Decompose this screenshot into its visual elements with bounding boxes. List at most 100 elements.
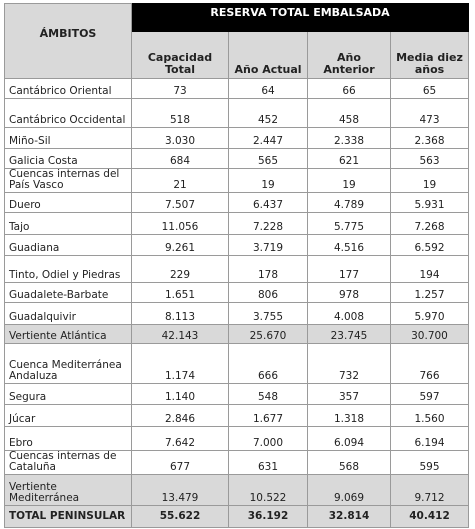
table-row: Cuencas internas de Cataluña 677 631 568 595 [4, 450, 469, 475]
value-cell: 178 [228, 255, 308, 283]
value-cell: 597 [390, 383, 469, 405]
value-cell: 2.846 [131, 404, 229, 427]
ambito-name: Tinto, Odiel y Piedras [4, 255, 132, 283]
table-row: Tajo 11.056 7.228 5.775 7.268 [4, 212, 469, 235]
value-cell: 677 [131, 450, 229, 475]
ambito-name: Vertiente Mediterránea [4, 474, 132, 506]
value-cell: 3.030 [131, 127, 229, 149]
value-cell: 177 [307, 255, 391, 283]
reserve-table: ÁMBITOS RESERVA TOTAL EMBALSADA Capacida… [4, 3, 469, 528]
value-cell: 8.113 [131, 302, 229, 325]
table-row: Cuenca Mediterránea Andaluza 1.174 666 732 7… [4, 343, 469, 384]
value-cell: 621 [307, 148, 391, 169]
ambito-name: Cuencas internas de Cataluña [4, 450, 132, 475]
ambitos-header: ÁMBITOS [4, 3, 132, 79]
value-cell: 1.174 [131, 343, 229, 384]
value-cell: 229 [131, 255, 229, 283]
ambito-name: Tajo [4, 212, 132, 235]
value-cell: 4.008 [307, 302, 391, 325]
value-cell: 55.622 [131, 505, 229, 528]
value-cell: 4.789 [307, 192, 391, 213]
value-cell: 23.745 [307, 324, 391, 344]
ambito-name: Segura [4, 383, 132, 405]
column-header: Media diez años [390, 31, 469, 79]
value-cell: 766 [390, 343, 469, 384]
table-row: Vertiente Mediterránea 13.479 10.522 9.069 9… [4, 474, 469, 506]
value-cell: 1.651 [131, 282, 229, 303]
value-cell: 32.814 [307, 505, 391, 528]
value-cell: 978 [307, 282, 391, 303]
ambito-name: TOTAL PENINSULAR [4, 505, 132, 528]
ambito-name: Cantábrico Occidental [4, 98, 132, 128]
value-cell: 9.261 [131, 234, 229, 256]
table-row: Guadalquivir 8.113 3.755 4.008 5.970 [4, 302, 469, 325]
ambito-name: Ebro [4, 426, 132, 451]
value-cell: 19 [307, 168, 391, 193]
table-row: Cuencas internas del País Vasco 21 19 19 19 [4, 168, 469, 193]
table-row: Miño-Sil 3.030 2.447 2.338 2.368 [4, 127, 469, 149]
ambito-name: Duero [4, 192, 132, 213]
value-cell: 5.970 [390, 302, 469, 325]
value-cell: 19 [390, 168, 469, 193]
value-cell: 1.140 [131, 383, 229, 405]
table-row: Júcar 2.846 1.677 1.318 1.560 [4, 404, 469, 427]
table-row: Duero 7.507 6.437 4.789 5.931 [4, 192, 469, 213]
value-cell: 6.094 [307, 426, 391, 451]
value-cell: 6.592 [390, 234, 469, 256]
ambito-name: Miño-Sil [4, 127, 132, 149]
table-row: Vertiente Atlántica 42.143 25.670 23.745 30.… [4, 324, 469, 344]
value-cell: 36.192 [228, 505, 308, 528]
value-cell: 19 [228, 168, 308, 193]
table-body: Cantábrico Oriental 73 64 66 65 Cantábrico Oc… [4, 78, 469, 528]
ambito-name: Cuenca Mediterránea Andaluza [4, 343, 132, 384]
value-cell: 66 [307, 78, 391, 99]
ambito-name: Vertiente Atlántica [4, 324, 132, 344]
value-cell: 65 [390, 78, 469, 99]
ambito-name: Júcar [4, 404, 132, 427]
value-cell: 568 [307, 450, 391, 475]
table-row: Cantábrico Oriental 73 64 66 65 [4, 78, 469, 99]
value-cell: 1.560 [390, 404, 469, 427]
value-cell: 10.522 [228, 474, 308, 506]
ambito-name: Guadiana [4, 234, 132, 256]
value-cell: 11.056 [131, 212, 229, 235]
value-cell: 13.479 [131, 474, 229, 506]
value-cell: 452 [228, 98, 308, 128]
value-cell: 666 [228, 343, 308, 384]
table-title: RESERVA TOTAL EMBALSADA [131, 3, 469, 32]
column-header: Año Actual [228, 31, 308, 79]
value-cell: 194 [390, 255, 469, 283]
column-header: Capacidad Total [131, 31, 229, 79]
value-cell: 458 [307, 98, 391, 128]
value-cell: 42.143 [131, 324, 229, 344]
value-cell: 5.775 [307, 212, 391, 235]
ambito-name: Guadalquivir [4, 302, 132, 325]
value-cell: 7.268 [390, 212, 469, 235]
value-cell: 684 [131, 148, 229, 169]
value-cell: 7.507 [131, 192, 229, 213]
value-cell: 73 [131, 78, 229, 99]
value-cell: 806 [228, 282, 308, 303]
value-cell: 595 [390, 450, 469, 475]
table-row: Ebro 7.642 7.000 6.094 6.194 [4, 426, 469, 451]
value-cell: 21 [131, 168, 229, 193]
table-row: Tinto, Odiel y Piedras 229 178 177 194 [4, 255, 469, 283]
table-row: Guadalete-Barbate 1.651 806 978 1.257 [4, 282, 469, 303]
table-row: TOTAL PENINSULAR 55.622 36.192 32.814 40.412 [4, 505, 469, 528]
value-cell: 1.677 [228, 404, 308, 427]
value-cell: 2.447 [228, 127, 308, 149]
value-cell: 7.000 [228, 426, 308, 451]
table-row: Galicia Costa 684 565 621 563 [4, 148, 469, 169]
value-cell: 548 [228, 383, 308, 405]
value-cell: 732 [307, 343, 391, 384]
value-cell: 357 [307, 383, 391, 405]
ambito-name: Cantábrico Oriental [4, 78, 132, 99]
value-cell: 4.516 [307, 234, 391, 256]
value-cell: 25.670 [228, 324, 308, 344]
column-header: Año Anterior [307, 31, 391, 79]
value-cell: 40.412 [390, 505, 469, 528]
value-cell: 2.338 [307, 127, 391, 149]
value-cell: 9.712 [390, 474, 469, 506]
value-cell: 3.755 [228, 302, 308, 325]
